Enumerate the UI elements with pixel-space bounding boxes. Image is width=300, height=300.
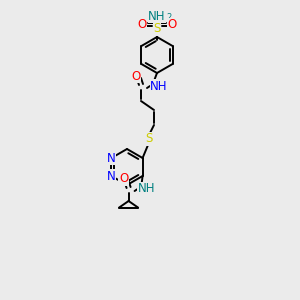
Text: N: N <box>107 169 116 182</box>
Text: O: O <box>131 70 141 83</box>
Text: O: O <box>167 19 177 32</box>
Text: N: N <box>107 152 116 164</box>
Text: NH: NH <box>138 182 155 196</box>
Text: NH: NH <box>148 10 166 22</box>
Text: S: S <box>145 133 153 146</box>
Text: O: O <box>137 19 147 32</box>
Text: O: O <box>119 172 128 185</box>
Text: NH: NH <box>150 80 168 92</box>
Text: 2: 2 <box>166 14 171 22</box>
Text: S: S <box>153 22 161 35</box>
